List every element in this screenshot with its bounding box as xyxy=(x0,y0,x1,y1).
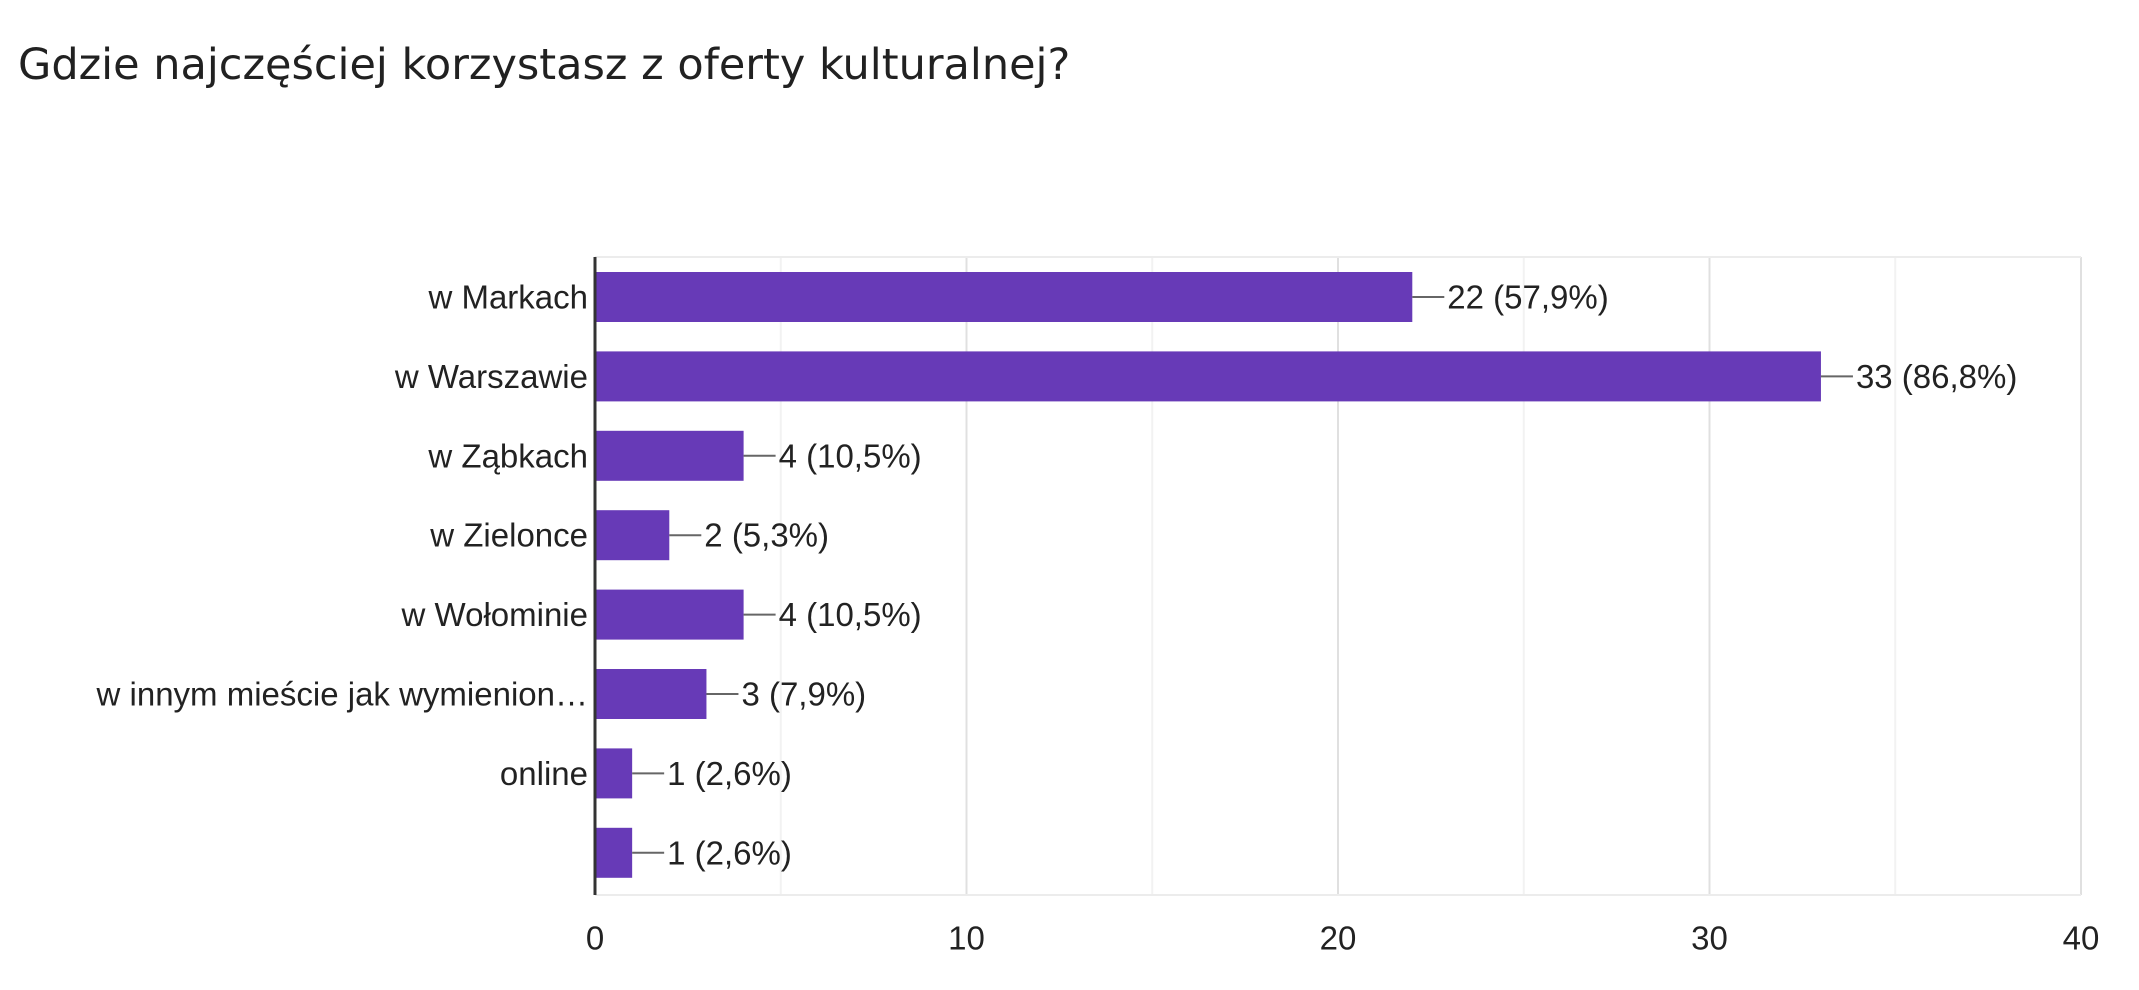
x-tick-label: 0 xyxy=(586,920,604,957)
bar xyxy=(595,589,744,640)
value-label: 3 (7,9%) xyxy=(741,676,866,713)
bar xyxy=(595,827,633,878)
value-label: 22 (57,9%) xyxy=(1447,279,1608,316)
category-label: w Wołominie xyxy=(401,596,588,633)
value-label: 1 (2,6%) xyxy=(667,834,792,871)
bar xyxy=(595,351,1821,402)
bar xyxy=(595,748,633,799)
value-label: 4 (10,5%) xyxy=(779,596,922,633)
category-label: w Markach xyxy=(427,279,588,316)
value-label: 2 (5,3%) xyxy=(704,517,829,554)
bar xyxy=(595,430,744,481)
value-label: 33 (86,8%) xyxy=(1856,358,2017,395)
leader-lines xyxy=(632,296,1853,854)
category-label: w innym mieście jak wymienion… xyxy=(96,676,588,713)
category-label: online xyxy=(500,755,588,792)
value-label: 1 (2,6%) xyxy=(667,755,792,792)
chart-title: Gdzie najczęściej korzystasz z oferty ku… xyxy=(18,40,1071,90)
bars xyxy=(595,272,1821,878)
bar xyxy=(595,272,1413,322)
category-labels: w Markach w Warszawie w Ząbkach w Zielonce w… xyxy=(96,279,588,792)
x-tick-label: 20 xyxy=(1320,920,1357,957)
category-label: w Warszawie xyxy=(394,358,588,395)
value-labels: 22 (57,9%) 33 (86,8%) 4 (10,5%) 2 (5,3%) 4 (… xyxy=(667,279,2017,872)
x-tick-label: 10 xyxy=(948,920,985,957)
x-tick-label: 30 xyxy=(1691,920,1728,957)
category-label: w Ząbkach xyxy=(427,437,588,474)
x-tick-label: 40 xyxy=(2063,920,2100,957)
value-label: 4 (10,5%) xyxy=(779,437,922,474)
bar xyxy=(595,510,670,561)
category-label: w Zielonce xyxy=(429,517,588,554)
x-tick-labels: 0 10 20 30 40 xyxy=(586,920,2100,957)
bar xyxy=(595,669,707,719)
